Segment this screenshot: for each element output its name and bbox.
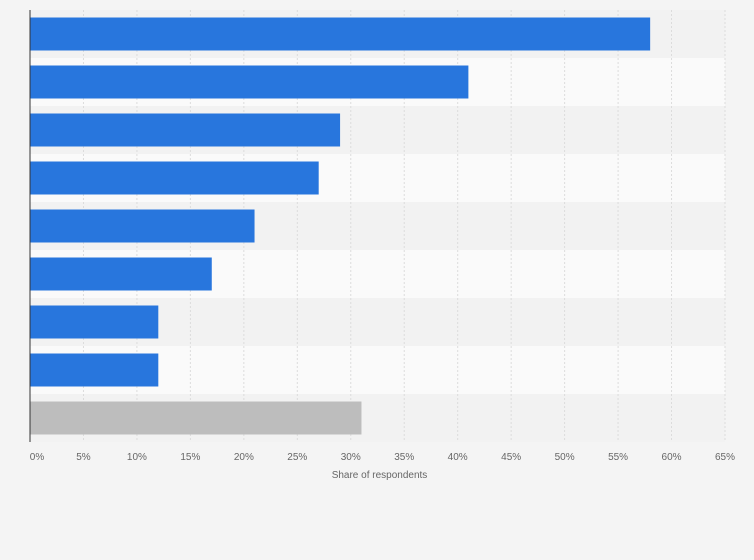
x-tick-label: 65% <box>715 452 735 463</box>
bar[interactable] <box>30 65 469 99</box>
x-tick-label: 30% <box>341 452 361 463</box>
x-tick-label: 10% <box>127 452 147 463</box>
bar[interactable] <box>30 257 212 291</box>
x-tick-label: 15% <box>180 452 200 463</box>
bar[interactable] <box>30 17 651 51</box>
x-tick-label: 45% <box>501 452 521 463</box>
x-tick-label: 20% <box>234 452 254 463</box>
bar[interactable] <box>30 401 362 435</box>
bars <box>30 17 651 435</box>
x-axis-ticks: 0% 5% 10% 15% 20% 25% 30% 35% 40% 45% 50% 55% 60% 65% <box>30 452 735 463</box>
x-tick-label: 40% <box>448 452 468 463</box>
bar[interactable] <box>30 113 341 147</box>
x-tick-label: 5% <box>76 452 91 463</box>
x-tick-label: 25% <box>287 452 307 463</box>
x-tick-label: 60% <box>662 452 682 463</box>
bar[interactable] <box>30 209 255 243</box>
bar[interactable] <box>30 305 159 339</box>
x-axis-title: Share of respondents <box>332 470 428 481</box>
x-tick-label: 55% <box>608 452 628 463</box>
x-tick-label: 35% <box>394 452 414 463</box>
bar[interactable] <box>30 161 319 195</box>
bar[interactable] <box>30 353 159 387</box>
x-tick-label: 0% <box>30 452 45 463</box>
x-tick-label: 50% <box>555 452 575 463</box>
